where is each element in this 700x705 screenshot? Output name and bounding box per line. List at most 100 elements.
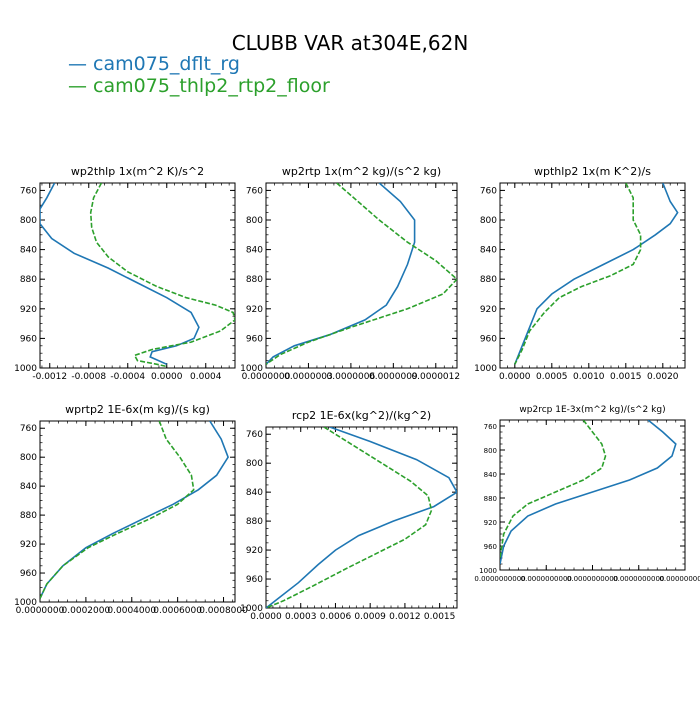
panel-3-ytick-label: 800 xyxy=(480,216,497,226)
panel-5-series-floor xyxy=(266,427,433,608)
panel-3: wpthlp2 1x(m K^2)/s 760 800 840 880 920 960 100… xyxy=(474,165,686,382)
panel-5-xtick-label: 0.0015 xyxy=(424,612,456,622)
panel-6-xtick-label: 0.0000000000 xyxy=(659,575,700,583)
panel-6-ytick-label: 1000 xyxy=(479,567,497,575)
panel-6-xtick-label: 0.0000000000 xyxy=(613,575,664,583)
panel-1-ytick-label: 840 xyxy=(20,246,37,256)
panel-3-ytick-label: 760 xyxy=(480,186,497,196)
panel-6-xtick-label: 0.0000000000 xyxy=(474,575,525,583)
panel-1-xtick-label: 0.0004 xyxy=(190,372,222,382)
panel-3-series-dflt xyxy=(514,183,679,365)
panel-1-ytick-label: 960 xyxy=(20,334,37,344)
panel-6-title: wp2rcp 1E-3x(m^2 kg)/(s^2 kg) xyxy=(519,405,665,415)
panel-4-ytick-label: 840 xyxy=(20,482,37,492)
panel-1-xtick-label: -0.0012 xyxy=(32,372,67,382)
panel-3-ytick-label: 960 xyxy=(480,334,497,344)
panel-4-xtick-label: 0.0004000 xyxy=(107,606,156,616)
panel-1-xtick-label: -0.0004 xyxy=(110,372,145,382)
panel-5-ytick-label: 880 xyxy=(246,517,263,527)
panel-2-ytick-label: 1000 xyxy=(240,364,263,374)
panel-1-xtick-label: -0.0008 xyxy=(71,372,106,382)
panel-1-series-dflt xyxy=(40,183,200,366)
panel-5: rcp2 1E-6x(kg^2)/(kg^2) 760 800 840 880 920 96… xyxy=(240,409,458,622)
panel-3-ytick-label: 920 xyxy=(480,305,497,315)
panel-3-frame xyxy=(499,182,686,369)
panel-5-ytick-label: 760 xyxy=(246,430,263,440)
panel-4-frame xyxy=(39,420,236,603)
panel-5-series-dflt xyxy=(266,427,457,608)
panel-2-xtick-label: 0.0000003 xyxy=(284,372,333,382)
panel-2-ytick-label: 760 xyxy=(246,186,263,196)
panel-5-xtick-label: 0.0012 xyxy=(389,612,421,622)
panel-2-xtick-label: 0.0000009 xyxy=(369,372,418,382)
panel-6-ytick-label: 880 xyxy=(484,495,497,503)
panel-4-xtick-label: 0.0006000 xyxy=(153,606,202,616)
panel-4-ytick-label: 920 xyxy=(20,540,37,550)
panel-3-ytick-label: 880 xyxy=(480,275,497,285)
panel-4-xtick-label: 0.0008000 xyxy=(199,606,248,616)
panel-2: wp2rtp 1x(m^2 kg)/(s^2 kg) 760 800 840 880 92… xyxy=(240,165,460,382)
panel-6-series-dflt xyxy=(500,420,677,565)
panel-4-xtick-label: 0.0000000 xyxy=(16,606,65,616)
panel-6-xtick-label: 0.0000000000 xyxy=(567,575,618,583)
panel-6-frame xyxy=(499,419,686,571)
panel-3-xtick-label: 0.0005 xyxy=(536,372,568,382)
panel-4-ytick-label: 760 xyxy=(20,424,37,434)
legend-entry-dflt: — cam075_dflt_rg xyxy=(68,53,240,75)
panel-5-xtick-label: 0.0006 xyxy=(320,612,352,622)
panel-3-xtick-label: 0.0000 xyxy=(499,372,531,382)
panel-1-series-floor xyxy=(89,183,235,368)
panel-3-ytick-label: 840 xyxy=(480,246,497,256)
panel-6-ytick-label: 920 xyxy=(484,519,497,527)
panel-2-title: wp2rtp 1x(m^2 kg)/(s^2 kg) xyxy=(282,165,441,178)
panel-1-xtick-label: 0.0000 xyxy=(151,372,183,382)
panel-4-ytick-label: 880 xyxy=(20,511,37,521)
panel-1-ytick-label: 800 xyxy=(20,216,37,226)
panel-5-ytick-label: 920 xyxy=(246,546,263,556)
panel-6-ytick-label: 800 xyxy=(484,447,497,455)
panel-2-xtick-label: 0.0000012 xyxy=(411,372,460,382)
panel-1: wp2thlp 1x(m^2 K)/s^2 760 800 840 880 920 960 1… xyxy=(14,165,236,382)
panel-5-xtick-label: 0.0003 xyxy=(285,612,317,622)
panel-3-xtick-label: 0.0020 xyxy=(647,372,679,382)
panel-2-ytick-label: 960 xyxy=(246,334,263,344)
panel-2-xtick-label: 0.0000000 xyxy=(242,372,291,382)
legend-entry-floor: — cam075_thlp2_rtp2_floor xyxy=(68,75,330,97)
panel-1-title: wp2thlp 1x(m^2 K)/s^2 xyxy=(71,165,204,178)
panel-5-ytick-label: 800 xyxy=(246,459,263,469)
panel-3-xtick-label: 0.0010 xyxy=(573,372,605,382)
panel-4-series-dflt xyxy=(40,421,229,599)
panel-3-series-floor xyxy=(514,183,642,365)
panel-4-ytick-label: 800 xyxy=(20,453,37,463)
panel-6-xtick-label: 0.0000000000 xyxy=(521,575,572,583)
panel-5-ytick-label: 960 xyxy=(246,575,263,585)
panel-1-ytick-label: 880 xyxy=(20,275,37,285)
panel-5-title: rcp2 1E-6x(kg^2)/(kg^2) xyxy=(292,409,431,422)
panel-2-ytick-label: 920 xyxy=(246,305,263,315)
panel-3-title: wpthlp2 1x(m K^2)/s xyxy=(534,165,651,178)
panel-1-ytick-label: 1000 xyxy=(14,364,37,374)
panel-2-ytick-label: 840 xyxy=(246,246,263,256)
panel-2-series-dflt xyxy=(266,183,416,365)
panel-2-ytick-label: 800 xyxy=(246,216,263,226)
panel-5-ytick-label: 1000 xyxy=(240,604,263,614)
panel-5-frame xyxy=(265,426,458,609)
panel-2-frame xyxy=(265,182,458,369)
panel-5-xtick-label: 0.0000 xyxy=(250,612,282,622)
panel-4-series-floor xyxy=(40,421,195,599)
panel-1-ytick-label: 920 xyxy=(20,305,37,315)
panel-4-title: wprtp2 1E-6x(m kg)/(s kg) xyxy=(65,403,210,416)
panel-3-ytick-label: 1000 xyxy=(474,364,497,374)
panel-6: wp2rcp 1E-3x(m^2 kg)/(s^2 kg) 760 800 840 88… xyxy=(474,405,700,583)
panel-2-ytick-label: 880 xyxy=(246,275,263,285)
panel-4-ytick-label: 960 xyxy=(20,569,37,579)
legend: — cam075_dflt_rg — cam075_thlp2_rtp2_flo… xyxy=(68,53,330,97)
panel-6-series-floor xyxy=(500,420,607,559)
panel-3-xtick-label: 0.0015 xyxy=(610,372,642,382)
panel-4: wprtp2 1E-6x(m kg)/(s kg) 760 800 840 880 920… xyxy=(14,403,248,616)
panel-6-ytick-label: 960 xyxy=(484,543,497,551)
panel-6-ytick-label: 840 xyxy=(484,471,497,479)
panel-4-ytick-label: 1000 xyxy=(14,598,37,608)
